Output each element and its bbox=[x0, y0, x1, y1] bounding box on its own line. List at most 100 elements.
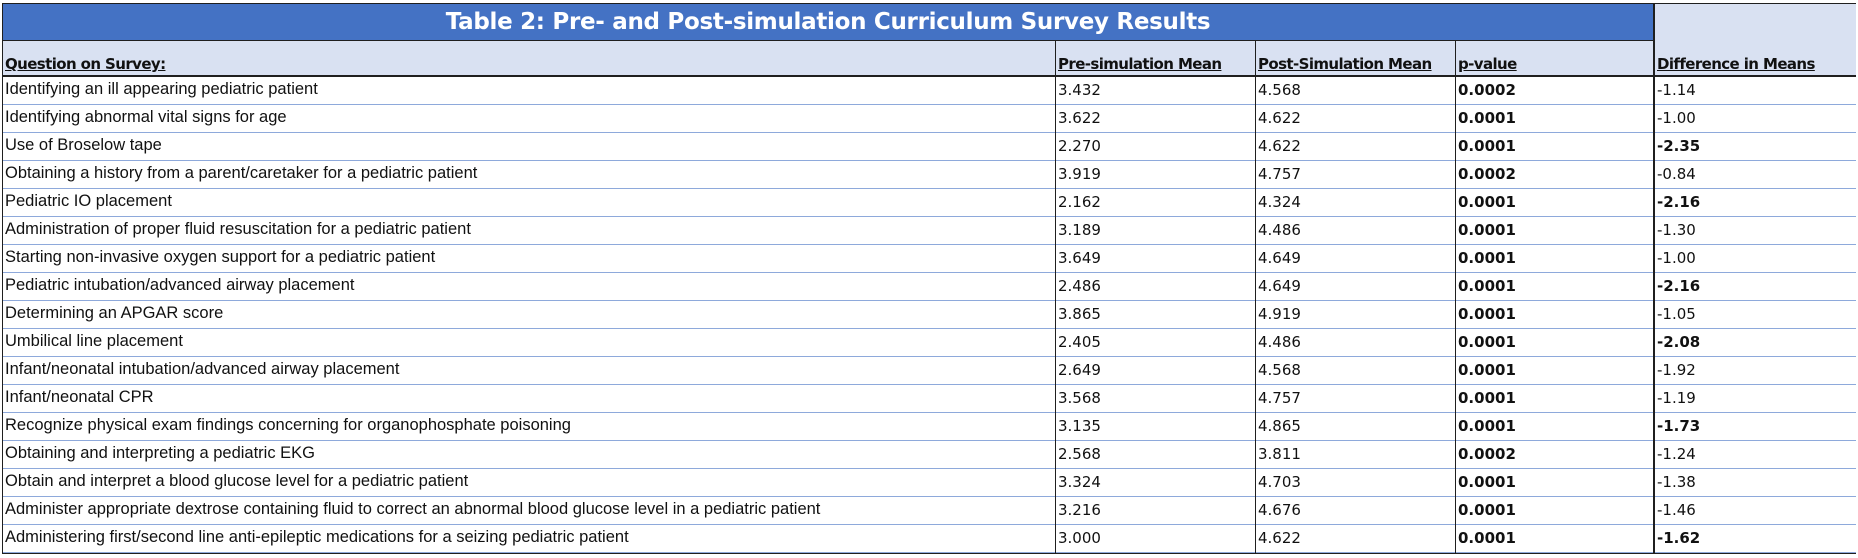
question-cell: Umbilical line placement bbox=[5, 332, 183, 350]
difference-cell: -1.24 bbox=[1657, 445, 1696, 463]
difference-cell: -1.38 bbox=[1657, 473, 1696, 491]
difference-cell: -2.16 bbox=[1657, 277, 1701, 295]
pre-mean-cell: 3.622 bbox=[1058, 109, 1101, 127]
difference-cell: -1.00 bbox=[1657, 109, 1696, 127]
pre-mean-cell: 2.568 bbox=[1058, 445, 1101, 463]
table-row: Identifying an ill appearing pediatric p… bbox=[2, 77, 1856, 105]
pre-mean-cell: 3.919 bbox=[1058, 165, 1101, 183]
p-value-cell: 0.0001 bbox=[1458, 193, 1516, 211]
question-cell: Pediatric IO placement bbox=[5, 192, 172, 210]
pre-mean-cell: 3.865 bbox=[1058, 305, 1101, 323]
p-value-cell: 0.0001 bbox=[1458, 389, 1516, 407]
difference-cell: -2.08 bbox=[1657, 333, 1701, 351]
p-value-cell: 0.0001 bbox=[1458, 529, 1516, 547]
p-value-cell: 0.0001 bbox=[1458, 249, 1516, 267]
post-mean-cell: 4.703 bbox=[1258, 473, 1301, 491]
post-mean-cell: 4.486 bbox=[1258, 221, 1301, 239]
header-row: Question on Survey: Pre-simulation Mean … bbox=[2, 41, 1856, 77]
pre-mean-cell: 2.486 bbox=[1058, 277, 1101, 295]
p-value-cell: 0.0001 bbox=[1458, 277, 1516, 295]
post-mean-cell: 4.757 bbox=[1258, 165, 1301, 183]
post-mean-cell: 4.324 bbox=[1258, 193, 1301, 211]
p-value-cell: 0.0001 bbox=[1458, 501, 1516, 519]
post-mean-cell: 4.865 bbox=[1258, 417, 1301, 435]
difference-cell: -1.19 bbox=[1657, 389, 1696, 407]
column-divider bbox=[1255, 41, 1256, 554]
p-value-cell: 0.0002 bbox=[1458, 81, 1516, 99]
pre-mean-cell: 3.189 bbox=[1058, 221, 1101, 239]
difference-cell: -1.62 bbox=[1657, 529, 1701, 547]
post-mean-cell: 4.622 bbox=[1258, 109, 1301, 127]
question-cell: Infant/neonatal intubation/advanced airw… bbox=[5, 360, 400, 378]
question-cell: Use of Broselow tape bbox=[5, 136, 162, 154]
difference-cell: -1.73 bbox=[1657, 417, 1701, 435]
p-value-cell: 0.0002 bbox=[1458, 445, 1516, 463]
post-mean-cell: 4.757 bbox=[1258, 389, 1301, 407]
pre-mean-cell: 3.216 bbox=[1058, 501, 1101, 519]
table-title: Table 2: Pre- and Post-simulation Curric… bbox=[2, 3, 1654, 41]
column-divider bbox=[1455, 41, 1456, 554]
difference-cell: -1.92 bbox=[1657, 361, 1696, 379]
table-row: Recognize physical exam findings concern… bbox=[2, 413, 1856, 441]
difference-cell: -1.00 bbox=[1657, 249, 1696, 267]
table-row: Pediatric IO placement 2.162 4.324 0.0001 -2… bbox=[2, 189, 1856, 217]
post-mean-cell: 4.568 bbox=[1258, 361, 1301, 379]
question-cell: Obtain and interpret a blood glucose lev… bbox=[5, 472, 469, 490]
post-mean-cell: 4.649 bbox=[1258, 249, 1301, 267]
post-mean-cell: 4.676 bbox=[1258, 501, 1301, 519]
table-row: Infant/neonatal intubation/advanced airw… bbox=[2, 357, 1856, 385]
pre-mean-cell: 3.649 bbox=[1058, 249, 1101, 267]
pre-mean-cell: 2.162 bbox=[1058, 193, 1101, 211]
question-cell: Obtaining and interpreting a pediatric E… bbox=[5, 444, 316, 462]
question-cell: Identifying an ill appearing pediatric p… bbox=[5, 80, 318, 98]
table-row: Identifying abnormal vital signs for age… bbox=[2, 105, 1856, 133]
column-divider bbox=[1653, 3, 1655, 554]
p-value-cell: 0.0001 bbox=[1458, 417, 1516, 435]
header-question: Question on Survey: bbox=[5, 55, 166, 73]
post-mean-cell: 4.568 bbox=[1258, 81, 1301, 99]
question-cell: Identifying abnormal vital signs for age bbox=[5, 108, 287, 126]
post-mean-cell: 4.622 bbox=[1258, 137, 1301, 155]
p-value-cell: 0.0001 bbox=[1458, 333, 1516, 351]
post-mean-cell: 3.811 bbox=[1258, 445, 1301, 463]
pre-mean-cell: 3.000 bbox=[1058, 529, 1101, 547]
table-row: Administer appropriate dextrose containi… bbox=[2, 497, 1856, 525]
table-row: Starting non-invasive oxygen support for… bbox=[2, 245, 1856, 273]
title-row: Table 2: Pre- and Post-simulation Curric… bbox=[2, 3, 1856, 43]
post-mean-cell: 4.649 bbox=[1258, 277, 1301, 295]
question-cell: Administration of proper fluid resuscita… bbox=[5, 220, 471, 238]
pre-mean-cell: 2.270 bbox=[1058, 137, 1101, 155]
pre-mean-cell: 2.649 bbox=[1058, 361, 1101, 379]
p-value-cell: 0.0001 bbox=[1458, 473, 1516, 491]
difference-cell: -1.14 bbox=[1657, 81, 1696, 99]
table-row: Use of Broselow tape 2.270 4.622 0.0001 -2.3… bbox=[2, 133, 1856, 161]
question-cell: Administer appropriate dextrose containi… bbox=[5, 500, 821, 518]
header-p-value: p-value bbox=[1458, 55, 1517, 73]
post-mean-cell: 4.919 bbox=[1258, 305, 1301, 323]
table-row: Obtain and interpret a blood glucose lev… bbox=[2, 469, 1856, 497]
p-value-cell: 0.0001 bbox=[1458, 109, 1516, 127]
table-row: Determining an APGAR score 3.865 4.919 0.00… bbox=[2, 301, 1856, 329]
header-pre-mean: Pre-simulation Mean bbox=[1058, 55, 1222, 73]
difference-cell: -2.35 bbox=[1657, 137, 1701, 155]
header-difference: Difference in Means bbox=[1657, 55, 1815, 73]
table-row: Obtaining a history from a parent/careta… bbox=[2, 161, 1856, 189]
question-cell: Infant/neonatal CPR bbox=[5, 388, 154, 406]
table-row: Administering first/second line anti-epi… bbox=[2, 525, 1856, 553]
difference-cell: -2.16 bbox=[1657, 193, 1701, 211]
pre-mean-cell: 3.432 bbox=[1058, 81, 1101, 99]
column-divider bbox=[1055, 41, 1056, 554]
difference-cell: -1.05 bbox=[1657, 305, 1696, 323]
table-body: Identifying an ill appearing pediatric p… bbox=[2, 77, 1856, 553]
header-post-mean: Post-Simulation Mean bbox=[1258, 55, 1432, 73]
table-row: Infant/neonatal CPR 3.568 4.757 0.0001 -1.19 bbox=[2, 385, 1856, 413]
question-cell: Administering first/second line anti-epi… bbox=[5, 528, 629, 546]
question-cell: Starting non-invasive oxygen support for… bbox=[5, 248, 436, 266]
pre-mean-cell: 3.324 bbox=[1058, 473, 1101, 491]
question-cell: Determining an APGAR score bbox=[5, 304, 224, 322]
table-row: Umbilical line placement 2.405 4.486 0.0001… bbox=[2, 329, 1856, 357]
table-row: Obtaining and interpreting a pediatric E… bbox=[2, 441, 1856, 469]
difference-cell: -1.46 bbox=[1657, 501, 1696, 519]
p-value-cell: 0.0001 bbox=[1458, 137, 1516, 155]
post-mean-cell: 4.622 bbox=[1258, 529, 1301, 547]
